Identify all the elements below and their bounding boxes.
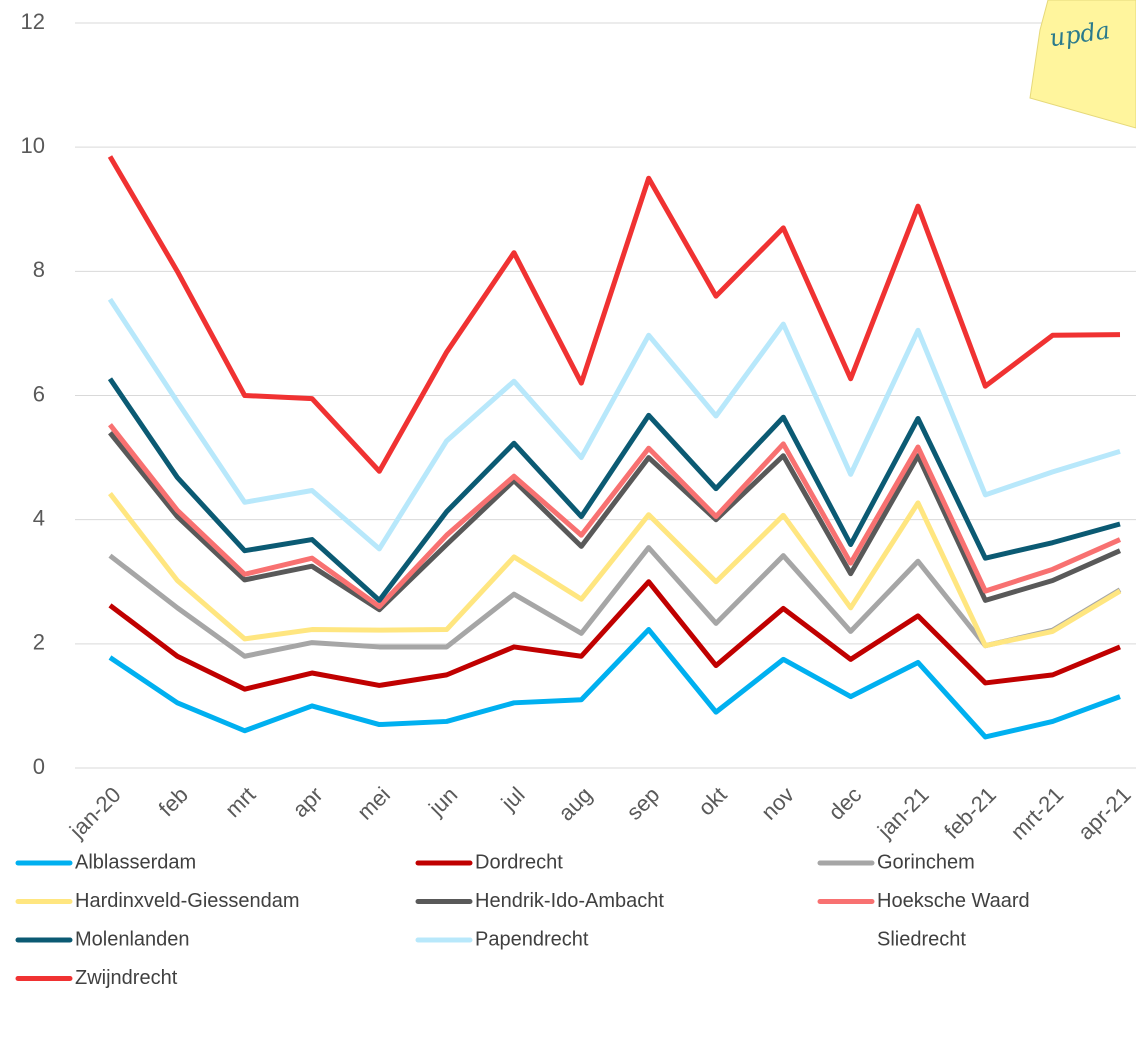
y-tick-label: 2 <box>33 630 45 655</box>
x-tick-label: jan-21 <box>872 782 934 844</box>
x-tick-label: jan-20 <box>64 782 126 844</box>
y-tick-label: 0 <box>33 754 45 779</box>
legend-label: Hendrik-Ido-Ambacht <box>475 890 664 912</box>
y-tick-label: 6 <box>33 381 45 406</box>
x-tick-label: dec <box>824 782 867 825</box>
x-tick-label: jul <box>496 782 530 816</box>
x-tick-label: jun <box>423 782 462 821</box>
x-tick-label: okt <box>693 782 731 820</box>
legend-label: Dordrecht <box>475 851 563 873</box>
x-tick-label: mrt-21 <box>1006 782 1069 845</box>
y-tick-label: 12 <box>21 9 45 34</box>
legend-label: Hoeksche Waard <box>877 890 1030 912</box>
legend-label: Hardinxveld-Giessendam <box>75 890 300 912</box>
chart: 0 2 4 6 8 10 12 jan-20 febmrtaprmeijunjulaugsepo… <box>0 0 1136 1044</box>
y-tick-label: 10 <box>21 133 45 158</box>
legend-label: Sliedrecht <box>877 928 966 950</box>
legend-label: Gorinchem <box>877 851 975 873</box>
y-tick-label: 4 <box>33 505 45 530</box>
x-tick-label: apr-21 <box>1073 782 1136 845</box>
legend-label: Molenlanden <box>75 928 190 950</box>
x-tick-label: aug <box>553 782 597 826</box>
legend-label: Zwijndrecht <box>75 967 178 989</box>
x-tick-label: nov <box>756 782 799 825</box>
x-tick-label: sep <box>622 782 665 825</box>
x-tick-label: feb <box>154 782 193 821</box>
series-line <box>110 156 1120 471</box>
x-tick-label: mei <box>352 782 395 825</box>
x-tick-label: apr <box>287 782 327 822</box>
legend-label: Papendrecht <box>475 928 589 950</box>
y-tick-label: 8 <box>33 257 45 282</box>
x-tick-label: mrt <box>220 782 260 822</box>
legend-label: Alblasserdam <box>75 851 196 873</box>
x-tick-label: feb-21 <box>939 782 1001 844</box>
sticky-note: upda <box>1030 0 1136 128</box>
